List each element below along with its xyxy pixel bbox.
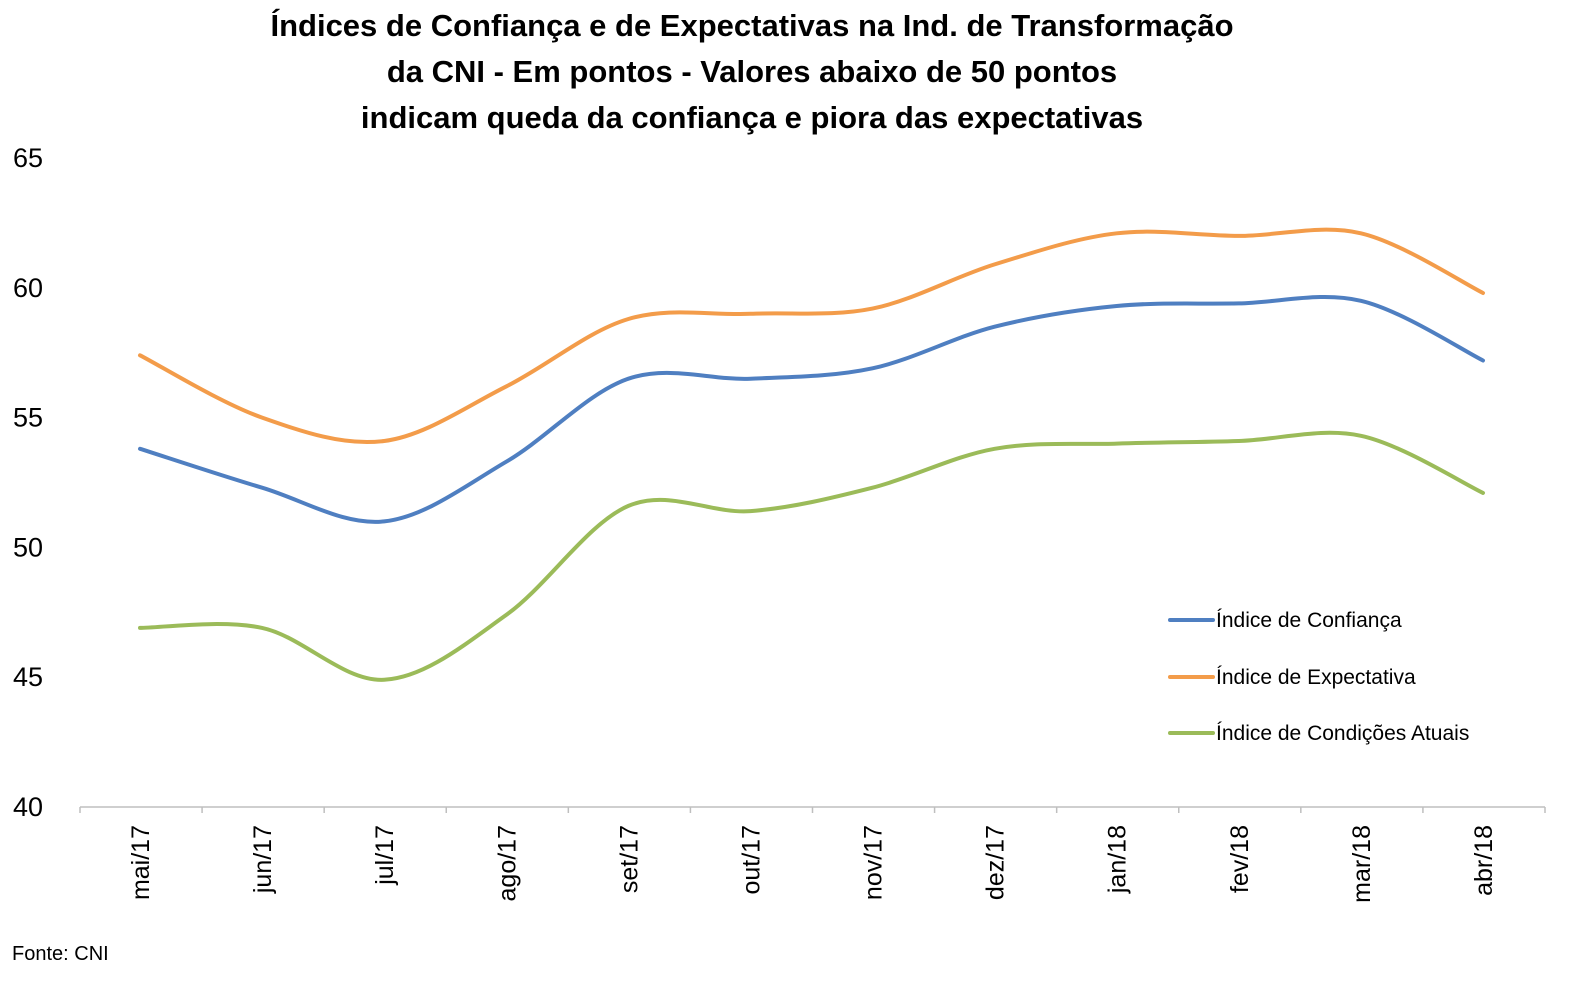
x-axis: mai/17 jun/17 jul/17 ago/17 set/17 out/17 nov/… — [79, 806, 1546, 903]
x-tick-label: nov/17 — [860, 825, 888, 900]
x-tick-label: abr/18 — [1470, 825, 1498, 896]
chart-title-line-2: da CNI - Em pontos - Valores abaixo de 5… — [387, 54, 1117, 89]
legend-label: Índice de Confiança — [1216, 609, 1402, 632]
legend-label: Índice de Expectativa — [1216, 666, 1416, 689]
chart-title-line-3: indicam queda da confiança e piora das e… — [361, 100, 1143, 135]
y-tick-label: 60 — [13, 273, 43, 303]
source-note: Fonte: CNI — [12, 943, 109, 965]
x-tick-label: dez/17 — [982, 825, 1010, 900]
chart-title: Índices de Confiança e de Expectativas n… — [270, 8, 1233, 135]
chart-title-line-1: Índices de Confiança e de Expectativas n… — [270, 8, 1233, 43]
y-tick-label: 45 — [13, 662, 43, 692]
series-line-1 — [138, 295, 1485, 524]
y-tick-label: 40 — [13, 792, 43, 822]
series-line-3 — [138, 430, 1485, 682]
legend-label: Índice de Condições Atuais — [1216, 722, 1469, 745]
legend: Índice de Confiança Índice de Expectativa… — [1168, 609, 1469, 745]
y-axis: 40 45 50 55 60 65 — [13, 143, 43, 822]
x-tick-label: set/17 — [615, 825, 643, 893]
series-group — [138, 227, 1485, 682]
x-tick-label: jul/17 — [371, 825, 399, 886]
y-tick-label: 55 — [13, 403, 43, 433]
x-tick-label: out/17 — [737, 825, 765, 895]
series-line-2 — [138, 227, 1485, 445]
x-tick-label: mai/17 — [127, 825, 155, 900]
x-tick-label: ago/17 — [493, 825, 521, 901]
y-tick-label: 50 — [13, 532, 43, 562]
y-tick-label: 65 — [13, 143, 43, 173]
x-tick-label: fev/18 — [1226, 825, 1254, 893]
x-tick-label: jun/17 — [249, 825, 277, 894]
x-tick-label: mar/18 — [1348, 825, 1376, 903]
x-tick-label: jan/18 — [1104, 825, 1132, 894]
